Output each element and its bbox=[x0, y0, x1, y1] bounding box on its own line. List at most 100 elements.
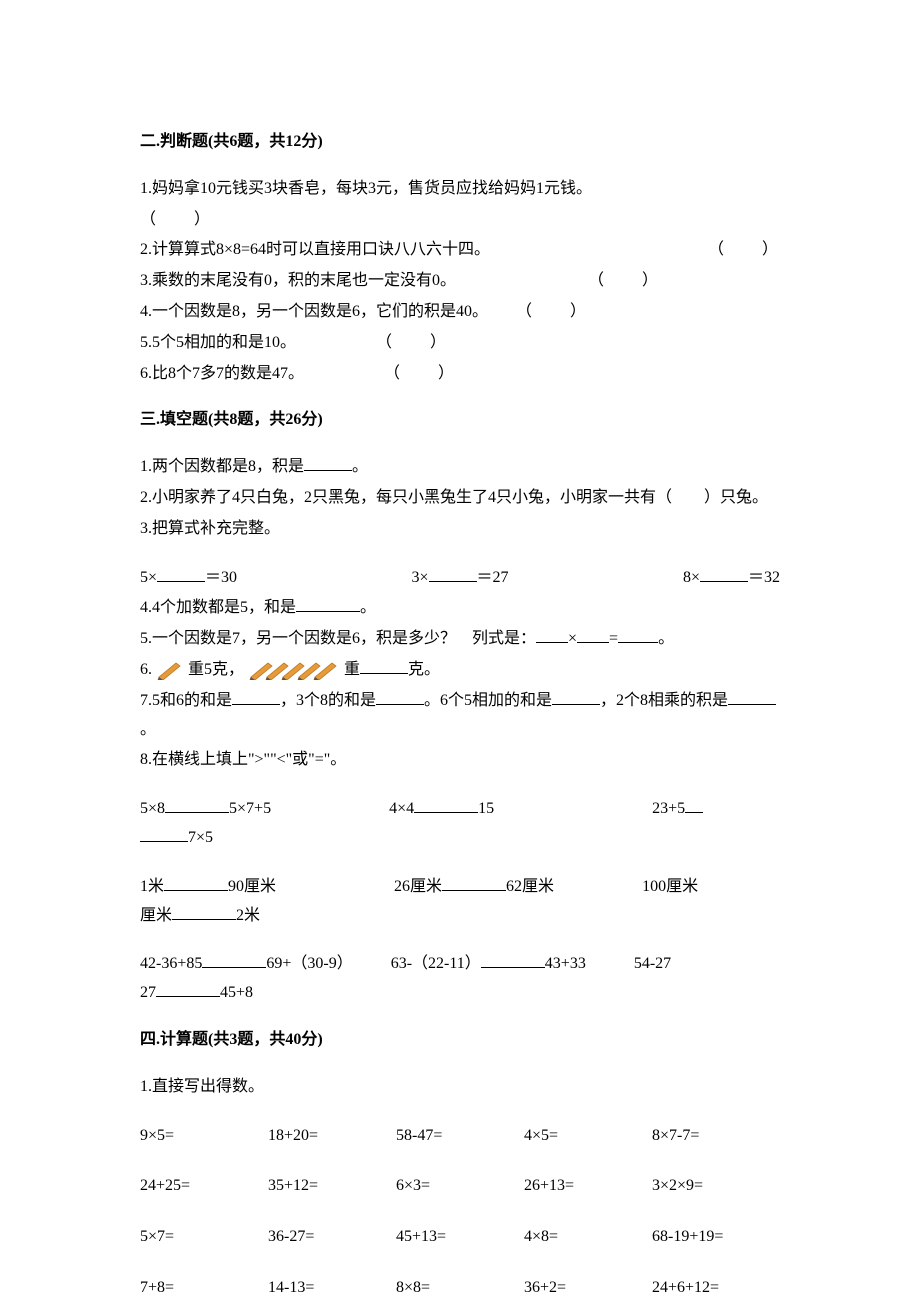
s3-q8-r2-b3 bbox=[172, 904, 236, 920]
s3-q7-b: ，3个8的和是 bbox=[280, 692, 376, 709]
s3-q5-a: 5.一个因数是7，另一个因数是6，积是多少？ 列式是： bbox=[140, 630, 536, 647]
calc-row: 9×5=18+20=58-47=4×5=8×7-7= bbox=[140, 1122, 780, 1151]
s2-q1: 1.妈妈拿10元钱买3块香皂，每块3元，售货员应找给妈妈1元钱。 bbox=[140, 175, 780, 204]
calc-cell: 45+13= bbox=[396, 1223, 524, 1252]
calc-cell: 24+25= bbox=[140, 1172, 268, 1201]
s3-q6-d: 克。 bbox=[408, 661, 440, 678]
calc-cell: 7+8= bbox=[140, 1274, 268, 1303]
s2-q6: 6.比8个7多7的数是47。 （ ） bbox=[140, 360, 780, 389]
s3-q4: 4.4个加数都是5，和是。 bbox=[140, 594, 780, 623]
s3-q8-r2-b1 bbox=[164, 875, 228, 891]
calc-row: 24+25=35+12=6×3=26+13=3×2×9= bbox=[140, 1172, 780, 1201]
s3-q3-c1a: 5× bbox=[140, 569, 157, 586]
s2-q3: 3.乘数的末尾没有0，积的末尾也一定没有0。 （ ） bbox=[140, 267, 780, 296]
calc-cell: 5×7= bbox=[140, 1223, 268, 1252]
s3-q3-c2: 3× ＝27 bbox=[411, 564, 508, 593]
s3-q8-r3-3a2: 27 bbox=[140, 984, 156, 1001]
s2-q3-text: 3.乘数的末尾没有0，积的末尾也一定没有0。 bbox=[140, 267, 456, 296]
s3-q8-r1-3a: 23+5 bbox=[652, 800, 685, 817]
s3-q3-c1b: ＝30 bbox=[205, 569, 237, 586]
s2-q4: 4.一个因数是8，另一个因数是6，它们的积是40。 （ ） bbox=[140, 298, 780, 327]
s3-q7-d: ，2个8相乘的积是 bbox=[600, 692, 728, 709]
s3-q5-b3 bbox=[618, 627, 658, 643]
s3-q8-r1-b3 bbox=[685, 797, 703, 813]
calc-cell: 36-27= bbox=[268, 1223, 396, 1252]
s3-q3-c1: 5× ＝30 bbox=[140, 564, 237, 593]
s3-q6: 6. 重5克， 重 克。 bbox=[140, 656, 780, 685]
s3-q1: 1.两个因数都是8，积是。 bbox=[140, 453, 780, 482]
s3-q3-c3a: 8× bbox=[683, 569, 700, 586]
s3-q8-r3-2a: 63-（22-11） bbox=[391, 955, 481, 972]
calc-row: 5×7=36-27=45+13=4×8=68-19+19= bbox=[140, 1223, 780, 1252]
s3-q6-a: 6. bbox=[140, 661, 152, 678]
s3-q8-r3-b2 bbox=[481, 952, 545, 968]
s3-q8-r1-1a: 5×8 bbox=[140, 800, 165, 817]
s3-q8-r1-b2 bbox=[414, 797, 478, 813]
s2-q1-paren-text: （ ） bbox=[140, 206, 212, 235]
s3-q6-c: 重 bbox=[344, 661, 360, 678]
calc-cell: 9×5= bbox=[140, 1122, 268, 1151]
s3-q5-b2 bbox=[577, 627, 609, 643]
calc-row: 7+8=14-13=8×8=36+2=24+6+12= bbox=[140, 1274, 780, 1303]
s3-q7-e: 。 bbox=[140, 721, 156, 738]
s2-q5-text: 5.5个5相加的和是10。 bbox=[140, 329, 296, 358]
s3-q8-r1-2a: 4×4 bbox=[389, 800, 414, 817]
s3-q5-end: 。 bbox=[658, 630, 674, 647]
s3-q5-x: × bbox=[568, 630, 577, 647]
s3-q6-blank bbox=[360, 658, 408, 674]
s3-q8-r1-3b: 7×5 bbox=[188, 829, 213, 846]
s3-q3-c2a: 3× bbox=[411, 569, 428, 586]
calc-cell: 14-13= bbox=[268, 1274, 396, 1303]
s2-q2: 2.计算算式8×8=64时可以直接用口诀八八六十四。 （ ） bbox=[140, 236, 780, 265]
calc-cell: 35+12= bbox=[268, 1172, 396, 1201]
s3-q4-blank bbox=[296, 596, 360, 612]
calc-cell: 24+6+12= bbox=[652, 1274, 780, 1303]
calc-cell: 26+13= bbox=[524, 1172, 652, 1201]
s3-q7: 7.5和6的和是，3个8的和是。6个5相加的和是，2个8相乘的积是。 bbox=[140, 687, 780, 745]
pen-group-icon bbox=[248, 656, 340, 685]
s3-q8-r2-1a: 1米 bbox=[140, 878, 164, 895]
s3-q6-b: 重5克， bbox=[188, 661, 244, 678]
s3-q8-r3-1b: 69+（30-9） bbox=[266, 955, 352, 972]
calc-cell: 8×7-7= bbox=[652, 1122, 780, 1151]
s3-q4-b: 。 bbox=[360, 599, 376, 616]
s3-q3-c2b: ＝27 bbox=[477, 569, 509, 586]
s2-q6-paren: （ ） bbox=[384, 360, 456, 389]
pen-icon bbox=[156, 660, 184, 680]
s3-q3-row: 5× ＝30 3× ＝27 8× ＝32 bbox=[140, 564, 780, 593]
s4-q1: 1.直接写出得数。 bbox=[140, 1073, 780, 1102]
s3-q3-c2-blank bbox=[429, 566, 477, 582]
s3-q3-c3b: ＝32 bbox=[748, 569, 780, 586]
calc-cell: 3×2×9= bbox=[652, 1172, 780, 1201]
s3-q8-r2-3b: 2米 bbox=[236, 907, 260, 924]
s3-q8-r3-3a: 54-27 bbox=[634, 955, 671, 972]
s3-q8: 8.在横线上填上">""<"或"="。 bbox=[140, 746, 780, 775]
section-4-title: 四.计算题(共3题，共40分) bbox=[140, 1026, 780, 1055]
s3-q3-c1-blank bbox=[157, 566, 205, 582]
s3-q3-c3: 8× ＝32 bbox=[683, 564, 780, 593]
s3-q8-r1-b1 bbox=[165, 797, 229, 813]
s3-q5: 5.一个因数是7，另一个因数是6，积是多少？ 列式是： × = 。 bbox=[140, 625, 780, 654]
s2-q1-text: 1.妈妈拿10元钱买3块香皂，每块3元，售货员应找给妈妈1元钱。 bbox=[140, 180, 592, 197]
s3-q8-r2-b2 bbox=[442, 875, 506, 891]
s3-q1-blank bbox=[304, 455, 352, 471]
s3-q8-r2-1b: 90厘米 bbox=[228, 878, 276, 895]
s3-q7-b3 bbox=[552, 689, 600, 705]
s3-q1-b: 。 bbox=[352, 458, 368, 475]
s2-q4-paren: （ ） bbox=[516, 298, 588, 327]
s3-q8-r3-1a: 42-36+85 bbox=[140, 955, 202, 972]
s3-q5-eq: = bbox=[609, 630, 618, 647]
s3-q8-row2: 1米90厘米 26厘米62厘米 100厘米厘米2米 bbox=[140, 873, 780, 931]
s3-q7-b2 bbox=[376, 689, 424, 705]
s3-q8-r1-2b: 15 bbox=[478, 800, 494, 817]
s3-q8-r3-2b: 43+33 bbox=[545, 955, 586, 972]
calc-cell: 18+20= bbox=[268, 1122, 396, 1151]
s3-q3-c3-blank bbox=[700, 566, 748, 582]
s3-q8-r1-1b: 5×7+5 bbox=[229, 800, 271, 817]
s3-q7-b4 bbox=[728, 689, 776, 705]
s2-q6-text: 6.比8个7多7的数是47。 bbox=[140, 360, 304, 389]
s3-q8-r3-b1 bbox=[202, 952, 266, 968]
s2-q4-text: 4.一个因数是8，另一个因数是6，它们的积是40。 bbox=[140, 298, 488, 327]
s3-q7-a: 7.5和6的和是 bbox=[140, 692, 232, 709]
calc-cell: 36+2= bbox=[524, 1274, 652, 1303]
